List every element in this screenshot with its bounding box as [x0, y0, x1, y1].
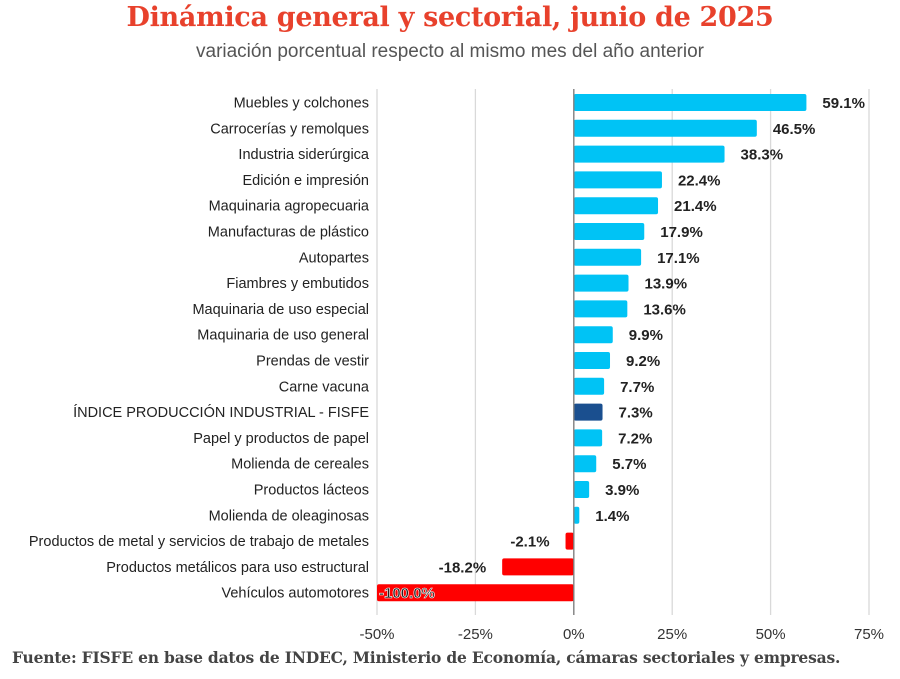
gridlines: [376, 89, 870, 615]
value-label: -18.2%: [439, 559, 487, 576]
bar: [377, 584, 574, 602]
value-label: 13.9%: [645, 276, 688, 293]
bar: [573, 481, 590, 498]
chart-title: Dinámica general y sectorial, junio de 2…: [126, 2, 774, 33]
value-label: -100.0%: [379, 585, 435, 602]
bar: [573, 119, 757, 137]
category-label: Productos lácteos: [254, 483, 369, 499]
category-label: Molienda de cereales: [231, 457, 369, 473]
bar: [573, 455, 597, 473]
category-label: Maquinaria de uso general: [197, 328, 369, 344]
chart-subtitle: variación porcentual respecto al mismo m…: [196, 41, 704, 62]
source-note: Fuente: FISFE en base datos de INDEC, Mi…: [12, 648, 841, 667]
bar: [565, 532, 574, 550]
value-label: 21.4%: [674, 198, 717, 215]
category-label: Carrocerías y remolques: [210, 121, 369, 137]
x-tick-label: 0%: [563, 626, 585, 643]
bar: [573, 377, 605, 395]
bar: [573, 326, 613, 344]
x-tick-label: 75%: [854, 626, 884, 643]
x-tick-label: -50%: [359, 626, 394, 643]
x-tick-label: 50%: [756, 626, 786, 643]
category-label: Vehículos automotores: [221, 586, 369, 602]
category-label: Fiambres y embutidos: [226, 276, 369, 292]
bar: [573, 403, 603, 421]
category-label: Manufacturas de plástico: [208, 225, 369, 241]
category-label: Productos metálicos para uso estructural: [106, 560, 369, 576]
category-label: Industria siderúrgica: [238, 147, 369, 163]
category-label: Edición e impresión: [242, 173, 369, 189]
value-label: 9.2%: [626, 353, 660, 370]
value-label: 3.9%: [605, 482, 639, 499]
bars: [377, 94, 807, 602]
value-label: 9.9%: [629, 327, 663, 344]
category-label: Prendas de vestir: [256, 354, 369, 370]
x-tick-label: -25%: [458, 626, 493, 643]
value-label: 17.1%: [657, 250, 700, 267]
value-label: 1.4%: [595, 508, 629, 525]
bar: [573, 274, 629, 292]
value-label: 38.3%: [741, 147, 784, 164]
value-label: 13.6%: [643, 301, 686, 318]
bar: [502, 558, 574, 576]
value-label: 22.4%: [678, 172, 721, 189]
bar: [573, 429, 603, 447]
category-label: Molienda de oleaginosas: [209, 508, 369, 524]
bar: [573, 248, 642, 266]
bar: [573, 197, 659, 215]
x-axis-ticks: -50% -25% 0% 25% 50% 75%: [359, 626, 884, 643]
category-label: Maquinaria agropecuaria: [209, 199, 370, 215]
bar: [573, 506, 580, 524]
bar: [573, 352, 611, 369]
x-tick-label: 25%: [657, 626, 687, 643]
value-label: 7.2%: [618, 430, 652, 447]
category-label: Muebles y colchones: [234, 96, 369, 112]
category-label: ÍNDICE PRODUCCIÓN INDUSTRIAL - FISFE: [73, 404, 369, 421]
value-label: 46.5%: [773, 121, 816, 138]
bar: [573, 300, 628, 318]
value-label: 7.3%: [619, 405, 653, 422]
value-label: 7.7%: [620, 379, 654, 396]
bar: [573, 223, 645, 240]
category-label: Productos de metal y servicios de trabaj…: [29, 534, 369, 550]
category-label: Carne vacuna: [279, 379, 370, 395]
category-label: Papel y productos de papel: [193, 431, 369, 447]
category-label: Maquinaria de uso especial: [192, 302, 369, 318]
bar: [573, 171, 662, 189]
bar: [573, 145, 725, 163]
value-labels: 59.1% 46.5% 38.3% 22.4% 21.4% 17.9% 17.1% 13.9%…: [379, 95, 865, 603]
value-label: 59.1%: [822, 95, 865, 112]
category-labels: Muebles y colchones Carrocerías y remolqu…: [29, 96, 370, 602]
bar: [573, 94, 807, 111]
value-label: -2.1%: [510, 534, 549, 551]
value-label: 17.9%: [660, 224, 703, 241]
value-label: 5.7%: [612, 456, 646, 473]
category-label: Autopartes: [299, 250, 369, 266]
